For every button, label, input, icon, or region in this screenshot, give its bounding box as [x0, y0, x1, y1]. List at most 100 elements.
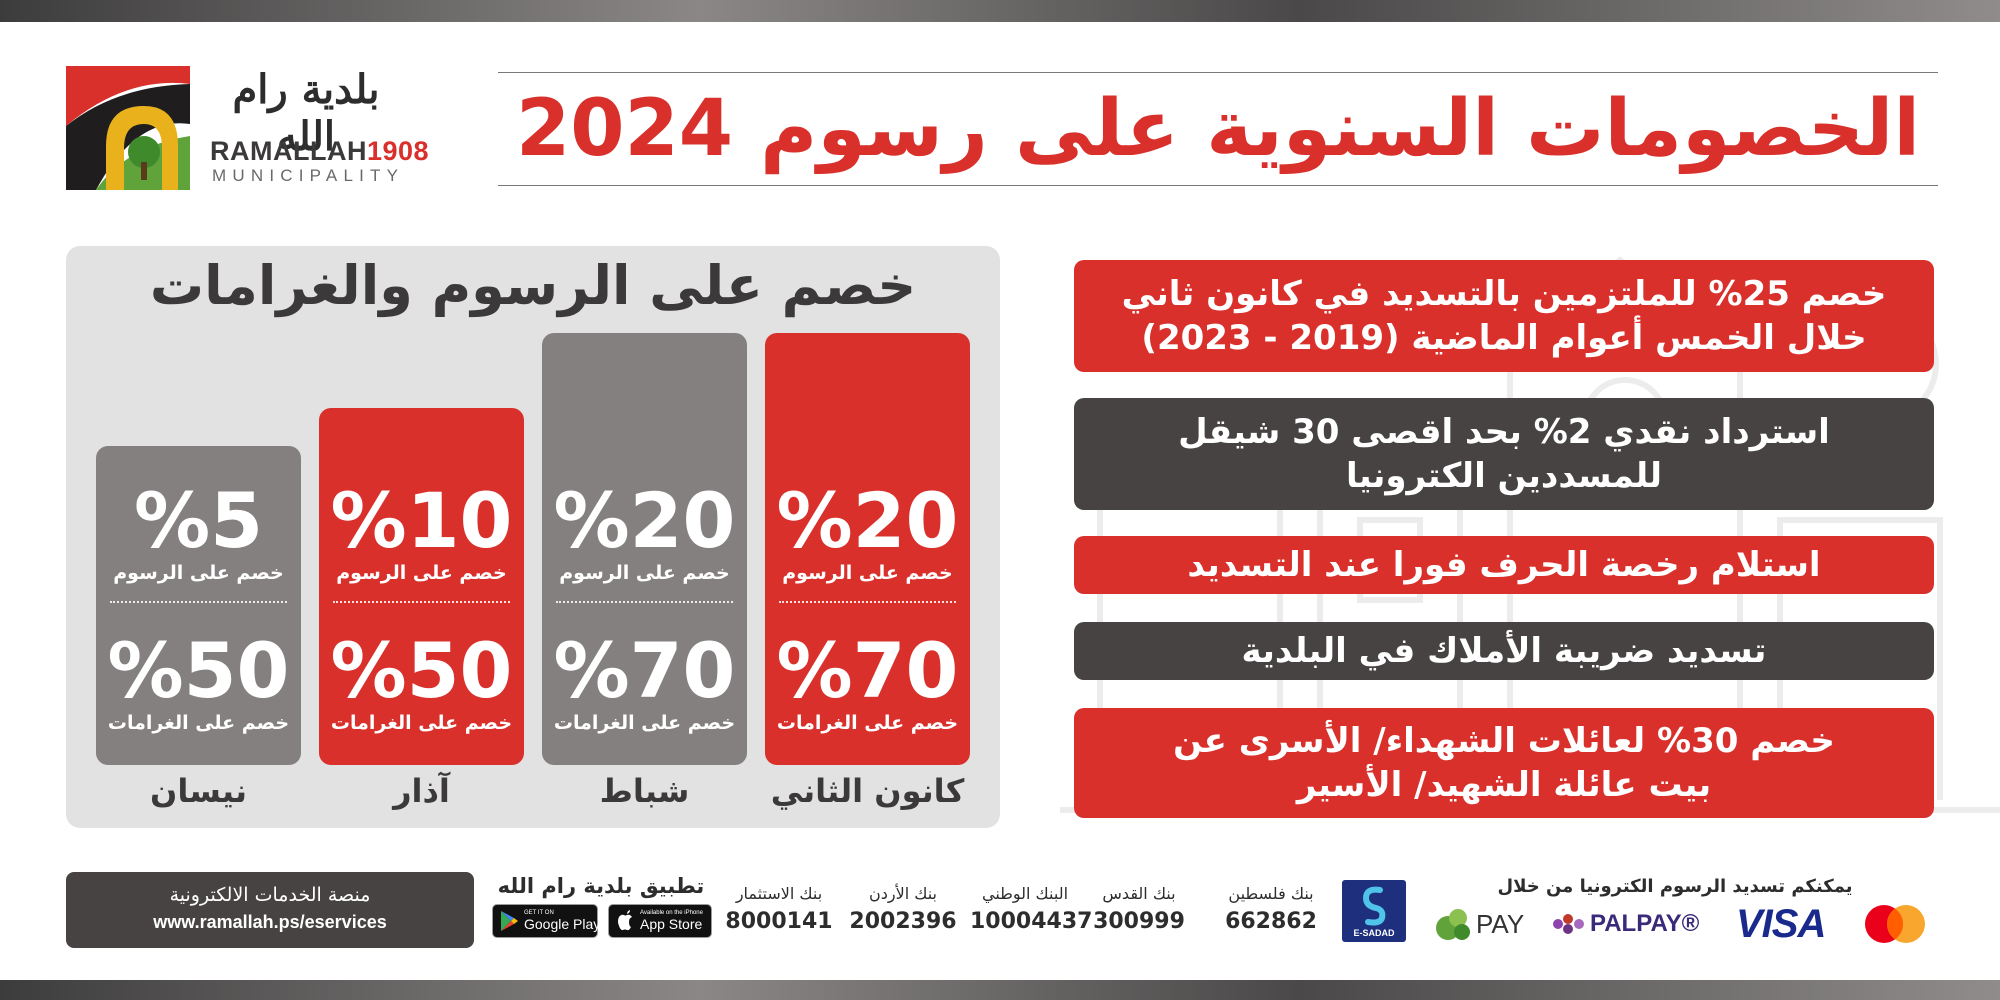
pay-text: PAY	[1476, 908, 1525, 939]
fees-discount-value: %20	[553, 476, 736, 565]
app-title: تطبيق بلدية رام الله	[497, 874, 705, 898]
month-label-march: آذار	[393, 772, 450, 810]
fees-discount: %5 خصم على الرسوم	[96, 481, 301, 585]
fines-discount-value: %70	[776, 626, 959, 715]
benefit-line: استرداد نقدي 2% بحد اقصى 30 شيقل	[1178, 412, 1830, 452]
logo-english-name: RAMALLAH1908	[210, 136, 430, 166]
benefit-cashback: استرداد نقدي 2% بحد اقصى 30 شيقل للمسددي…	[1074, 398, 1934, 510]
apple-icon	[618, 910, 632, 931]
benefit-early-payment: خصم 25% للملتزمين بالتسديد في كانون ثاني…	[1074, 260, 1934, 372]
discount-panel: خصم على الرسوم والغرامات %20 خصم على الر…	[66, 246, 1000, 828]
google-play-badge[interactable]: GET IT ON Google Play	[492, 904, 601, 938]
bank-jordan: بنك الأردن 2002396	[848, 884, 958, 934]
payment-methods-title: يمكنكم تسديد الرسوم الكترونيا من خلال	[1497, 876, 1853, 897]
benefit-line: استلام رخصة الحرف فورا عند التسديد	[1187, 545, 1821, 585]
page-title: الخصومات السنوية على رسوم 2024	[515, 84, 1921, 174]
column-divider	[110, 601, 287, 603]
benefit-craft-license: استلام رخصة الحرف فورا عند التسديد	[1074, 536, 1934, 594]
bank-account-number: 662862	[1225, 909, 1317, 934]
benefit-line: خصم 30% لعائلات الشهداء/ الأسرى عن	[1173, 721, 1835, 761]
benefit-property-tax: تسديد ضريبة الأملاك في البلدية	[1074, 622, 1934, 680]
logo-year: 1908	[366, 136, 430, 166]
fines-discount: %70 خصم على الغرامات	[765, 631, 970, 735]
month-label-april: نيسان	[150, 772, 247, 810]
google-play-icon	[501, 911, 518, 931]
discount-column-march: %10 خصم على الرسوم %50 خصم على الغرامات	[319, 408, 524, 765]
fines-discount-value: %70	[553, 626, 736, 715]
esadad-logo: E-SADAD	[1342, 880, 1406, 942]
visa-logo: VISA	[1736, 901, 1826, 946]
fees-discount: %20 خصم على الرسوم	[765, 481, 970, 585]
app-store-badge[interactable]: Available on the iPhone App Store	[608, 904, 712, 938]
logo-arabic-name: بلدية رام الله	[232, 66, 380, 160]
visa-text: VISA	[1736, 901, 1826, 946]
bank-investment: بنك الاستثمار 8000141	[724, 884, 834, 934]
fines-discount-label: خصم على الغرامات	[553, 712, 736, 734]
fines-discount-value: %50	[107, 626, 290, 715]
fines-discount: %70 خصم على الغرامات	[542, 631, 747, 735]
fees-discount-value: %20	[776, 476, 959, 565]
discount-column-january: %20 خصم على الرسوم %70 خصم على الغرامات	[765, 333, 970, 765]
bank-account-number: 10004437	[970, 909, 1093, 934]
fees-discount-label: خصم على الرسوم	[113, 562, 284, 584]
month-label-january: كانون الثاني	[770, 772, 965, 810]
top-band	[0, 0, 2000, 22]
fines-discount-label: خصم على الغرامات	[330, 712, 513, 734]
fees-discount-label: خصم على الرسوم	[559, 562, 730, 584]
bank-national: البنك الوطني 10004437	[970, 884, 1093, 934]
google-play-text: Google Play	[524, 916, 601, 932]
fines-discount-label: خصم على الغرامات	[776, 712, 959, 734]
esadad-icon	[1362, 886, 1386, 926]
app-store-small-text: Available on the iPhone	[640, 910, 703, 916]
logo-subtitle: MUNICIPALITY	[212, 166, 405, 185]
fees-discount-label: خصم على الرسوم	[336, 562, 507, 584]
google-play-small-text: GET IT ON	[524, 910, 554, 916]
column-divider	[556, 601, 733, 603]
bank-name: البنك الوطني	[981, 884, 1069, 903]
mastercard-icon	[1865, 905, 1925, 943]
bank-name: بنك الاستثمار	[735, 884, 823, 903]
esadad-label: E-SADAD	[1353, 928, 1395, 938]
discount-panel-title: خصم على الرسوم والغرامات	[149, 254, 917, 317]
fees-discount-value: %10	[330, 476, 513, 565]
bank-name: بنك القدس	[1102, 884, 1176, 903]
bank-account-number: 300999	[1093, 909, 1185, 934]
app-store-text: App Store	[640, 916, 703, 932]
benefit-line: بيت عائلة الشهيد/ الأسير	[1296, 765, 1712, 805]
month-label-february: شباط	[599, 772, 690, 810]
column-divider	[779, 601, 956, 603]
discount-column-april: %5 خصم على الرسوم %50 خصم على الغرامات	[96, 446, 301, 765]
eservices-box[interactable]: منصة الخدمات الالكترونية www.ramallah.ps…	[66, 872, 474, 948]
bank-quds: بنك القدس 300999	[1084, 884, 1194, 934]
pay-leaf-icon	[1436, 909, 1470, 940]
fines-discount: %50 خصم على الغرامات	[96, 631, 301, 735]
benefit-line: خلال الخمس أعوام الماضية (2019 - 2023)	[1141, 318, 1867, 358]
fees-discount: %10 خصم على الرسوم	[319, 481, 524, 585]
municipality-emblem-icon	[66, 66, 190, 190]
bank-name: بنك الأردن	[868, 884, 938, 903]
benefit-line: خصم 25% للملتزمين بالتسديد في كانون ثاني	[1121, 274, 1887, 314]
palpay-text: PALPAY®	[1590, 910, 1700, 937]
bank-name: بنك فلسطين	[1228, 884, 1314, 903]
fines-discount-value: %50	[330, 626, 513, 715]
fines-discount-label: خصم على الغرامات	[107, 712, 290, 734]
discount-column-february: %20 خصم على الرسوم %70 خصم على الغرامات	[542, 333, 747, 765]
pay-logo: PAY	[1434, 902, 1524, 946]
municipality-logo: بلدية رام الله RAMALLAH1908 MUNICIPALITY	[66, 66, 429, 190]
fines-discount: %50 خصم على الغرامات	[319, 631, 524, 735]
fees-discount: %20 خصم على الرسوم	[542, 481, 747, 585]
bank-palestine: بنك فلسطين 662862	[1216, 884, 1326, 934]
column-divider	[333, 601, 510, 603]
eservices-url[interactable]: www.ramallah.ps/eservices	[153, 912, 387, 932]
benefit-line: للمسددين الكترونيا	[1345, 456, 1663, 496]
benefit-line: تسديد ضريبة الأملاك في البلدية	[1241, 631, 1767, 671]
benefit-martyrs-prisoners: خصم 30% لعائلات الشهداء/ الأسرى عن بيت ع…	[1074, 708, 1934, 818]
bank-account-number: 2002396	[849, 909, 957, 934]
bank-account-number: 8000141	[725, 909, 833, 934]
headline-banner: الخصومات السنوية على رسوم 2024	[498, 72, 1938, 186]
bottom-band	[0, 980, 2000, 1000]
palpay-logo: PALPAY®	[1552, 902, 1699, 946]
eservices-label: منصة الخدمات الالكترونية	[169, 884, 371, 906]
palpay-dots-icon	[1553, 914, 1584, 934]
fees-discount-label: خصم على الرسوم	[782, 562, 953, 584]
